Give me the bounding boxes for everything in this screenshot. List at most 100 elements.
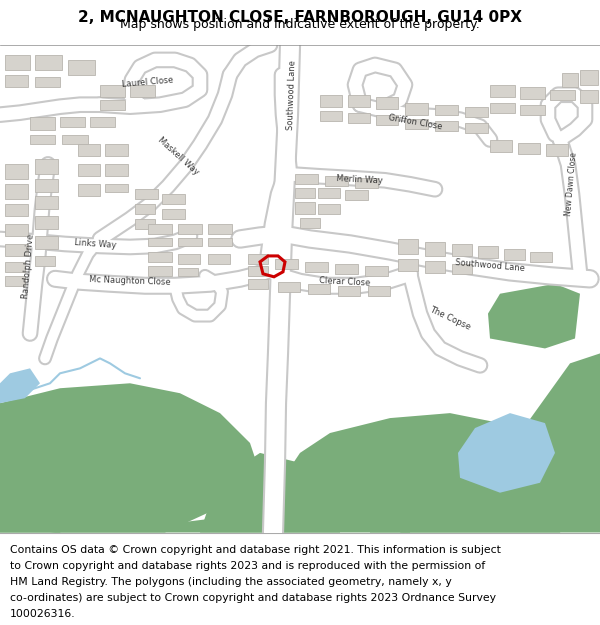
Polygon shape	[465, 107, 488, 117]
Polygon shape	[465, 122, 488, 132]
Polygon shape	[295, 202, 315, 214]
Polygon shape	[405, 119, 428, 129]
Polygon shape	[365, 266, 388, 276]
Polygon shape	[300, 218, 320, 228]
Polygon shape	[30, 134, 55, 144]
Polygon shape	[348, 95, 370, 107]
Polygon shape	[5, 244, 28, 256]
Polygon shape	[178, 268, 198, 276]
Polygon shape	[370, 453, 415, 532]
Text: New Dawn Close: New Dawn Close	[564, 152, 578, 216]
Polygon shape	[490, 85, 515, 97]
Polygon shape	[320, 95, 342, 107]
Polygon shape	[35, 77, 60, 87]
Polygon shape	[100, 85, 125, 97]
Polygon shape	[248, 266, 268, 276]
Polygon shape	[105, 164, 128, 176]
Polygon shape	[478, 246, 498, 258]
Polygon shape	[5, 262, 25, 272]
Polygon shape	[35, 159, 58, 174]
Polygon shape	[435, 105, 458, 114]
Polygon shape	[425, 242, 445, 256]
Polygon shape	[400, 353, 600, 532]
Polygon shape	[295, 174, 318, 184]
Polygon shape	[35, 236, 58, 249]
Polygon shape	[148, 252, 172, 262]
Text: Randolph Drive: Randolph Drive	[20, 233, 35, 299]
Polygon shape	[550, 90, 575, 100]
Polygon shape	[520, 105, 545, 114]
Polygon shape	[275, 259, 298, 269]
Text: Mc Naughton Close: Mc Naughton Close	[89, 275, 171, 287]
Polygon shape	[0, 453, 90, 532]
Polygon shape	[425, 261, 445, 273]
Polygon shape	[135, 189, 158, 199]
Polygon shape	[318, 188, 340, 198]
Polygon shape	[35, 256, 55, 266]
Polygon shape	[5, 276, 25, 286]
Polygon shape	[452, 264, 472, 274]
Polygon shape	[90, 117, 115, 127]
Polygon shape	[178, 254, 200, 264]
Text: Clerar Close: Clerar Close	[319, 276, 371, 288]
Polygon shape	[458, 413, 555, 492]
Polygon shape	[5, 184, 28, 199]
Polygon shape	[208, 238, 232, 246]
Polygon shape	[148, 238, 172, 246]
Text: Maskell Way: Maskell Way	[156, 136, 200, 177]
Polygon shape	[35, 196, 58, 209]
Polygon shape	[278, 282, 300, 292]
Polygon shape	[35, 179, 58, 192]
Polygon shape	[130, 85, 155, 97]
Polygon shape	[5, 204, 28, 216]
Polygon shape	[5, 75, 28, 87]
Polygon shape	[60, 117, 85, 127]
Polygon shape	[398, 239, 418, 254]
Polygon shape	[78, 184, 100, 196]
Polygon shape	[488, 284, 580, 349]
Polygon shape	[368, 286, 390, 296]
Polygon shape	[178, 238, 202, 246]
Text: Southwood Lane: Southwood Lane	[455, 258, 525, 273]
Polygon shape	[325, 176, 348, 186]
Polygon shape	[580, 70, 598, 85]
Polygon shape	[5, 164, 28, 179]
Polygon shape	[78, 144, 100, 156]
Polygon shape	[78, 164, 100, 176]
Text: to Crown copyright and database rights 2023 and is reproduced with the permissio: to Crown copyright and database rights 2…	[10, 561, 485, 571]
Text: Southwood Lane: Southwood Lane	[286, 59, 298, 130]
Polygon shape	[208, 254, 230, 264]
Polygon shape	[348, 112, 370, 123]
Polygon shape	[398, 259, 418, 271]
Polygon shape	[5, 224, 28, 236]
Text: Links Way: Links Way	[74, 238, 116, 250]
Polygon shape	[320, 111, 342, 121]
Text: Laurel Close: Laurel Close	[122, 75, 174, 89]
Polygon shape	[30, 117, 55, 129]
Polygon shape	[376, 97, 398, 109]
Text: HM Land Registry. The polygons (including the associated geometry, namely x, y: HM Land Registry. The polygons (includin…	[10, 577, 451, 587]
Polygon shape	[0, 368, 40, 403]
Polygon shape	[338, 286, 360, 296]
Polygon shape	[546, 144, 568, 156]
Text: co-ordinates) are subject to Crown copyright and database rights 2023 Ordnance S: co-ordinates) are subject to Crown copyr…	[10, 593, 496, 603]
Polygon shape	[178, 224, 202, 234]
Polygon shape	[35, 216, 58, 229]
Polygon shape	[0, 383, 260, 532]
Polygon shape	[248, 254, 268, 264]
Polygon shape	[376, 114, 398, 124]
Polygon shape	[105, 144, 128, 156]
Polygon shape	[345, 190, 368, 200]
Polygon shape	[435, 121, 458, 131]
Text: Map shows position and indicative extent of the property.: Map shows position and indicative extent…	[120, 18, 480, 31]
Polygon shape	[50, 413, 580, 532]
Polygon shape	[105, 184, 128, 192]
Polygon shape	[135, 204, 155, 214]
Polygon shape	[520, 87, 545, 99]
Polygon shape	[490, 139, 512, 152]
Polygon shape	[580, 90, 598, 103]
Polygon shape	[504, 249, 525, 260]
Polygon shape	[148, 266, 172, 276]
Polygon shape	[248, 279, 268, 289]
Polygon shape	[318, 204, 340, 214]
